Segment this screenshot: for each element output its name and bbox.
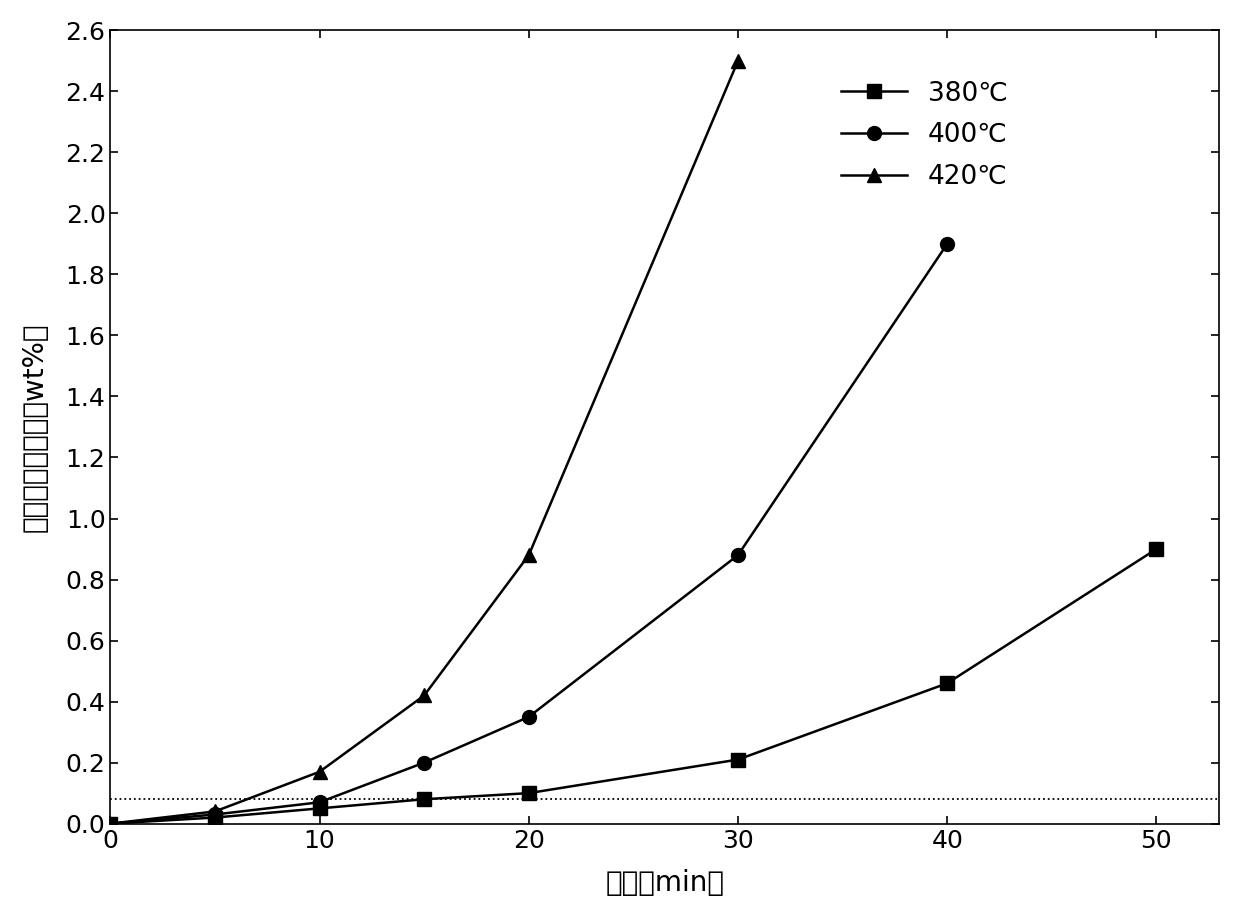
400℃ (521, 711, 536, 722)
380℃ (1149, 543, 1164, 554)
380℃ (730, 754, 745, 765)
380℃ (417, 794, 432, 805)
400℃ (940, 239, 955, 250)
380℃ (207, 812, 222, 823)
Line: 420℃: 420℃ (103, 54, 745, 831)
420℃ (730, 55, 745, 66)
380℃ (940, 677, 955, 688)
Y-axis label: 甲苯不溶物增量（wt%）: 甲苯不溶物增量（wt%） (21, 322, 48, 532)
400℃ (103, 818, 118, 829)
400℃ (312, 797, 327, 808)
400℃ (730, 550, 745, 561)
420℃ (207, 806, 222, 817)
Line: 380℃: 380℃ (103, 543, 1163, 831)
Legend: 380℃, 400℃, 420℃: 380℃, 400℃, 420℃ (827, 67, 1021, 204)
380℃ (312, 803, 327, 814)
380℃ (103, 818, 118, 829)
X-axis label: 时间（min）: 时间（min） (605, 869, 724, 897)
420℃ (103, 818, 118, 829)
420℃ (417, 690, 432, 701)
Line: 400℃: 400℃ (103, 237, 954, 831)
400℃ (417, 757, 432, 768)
400℃ (207, 809, 222, 820)
420℃ (312, 767, 327, 778)
420℃ (521, 550, 536, 561)
380℃ (521, 788, 536, 799)
